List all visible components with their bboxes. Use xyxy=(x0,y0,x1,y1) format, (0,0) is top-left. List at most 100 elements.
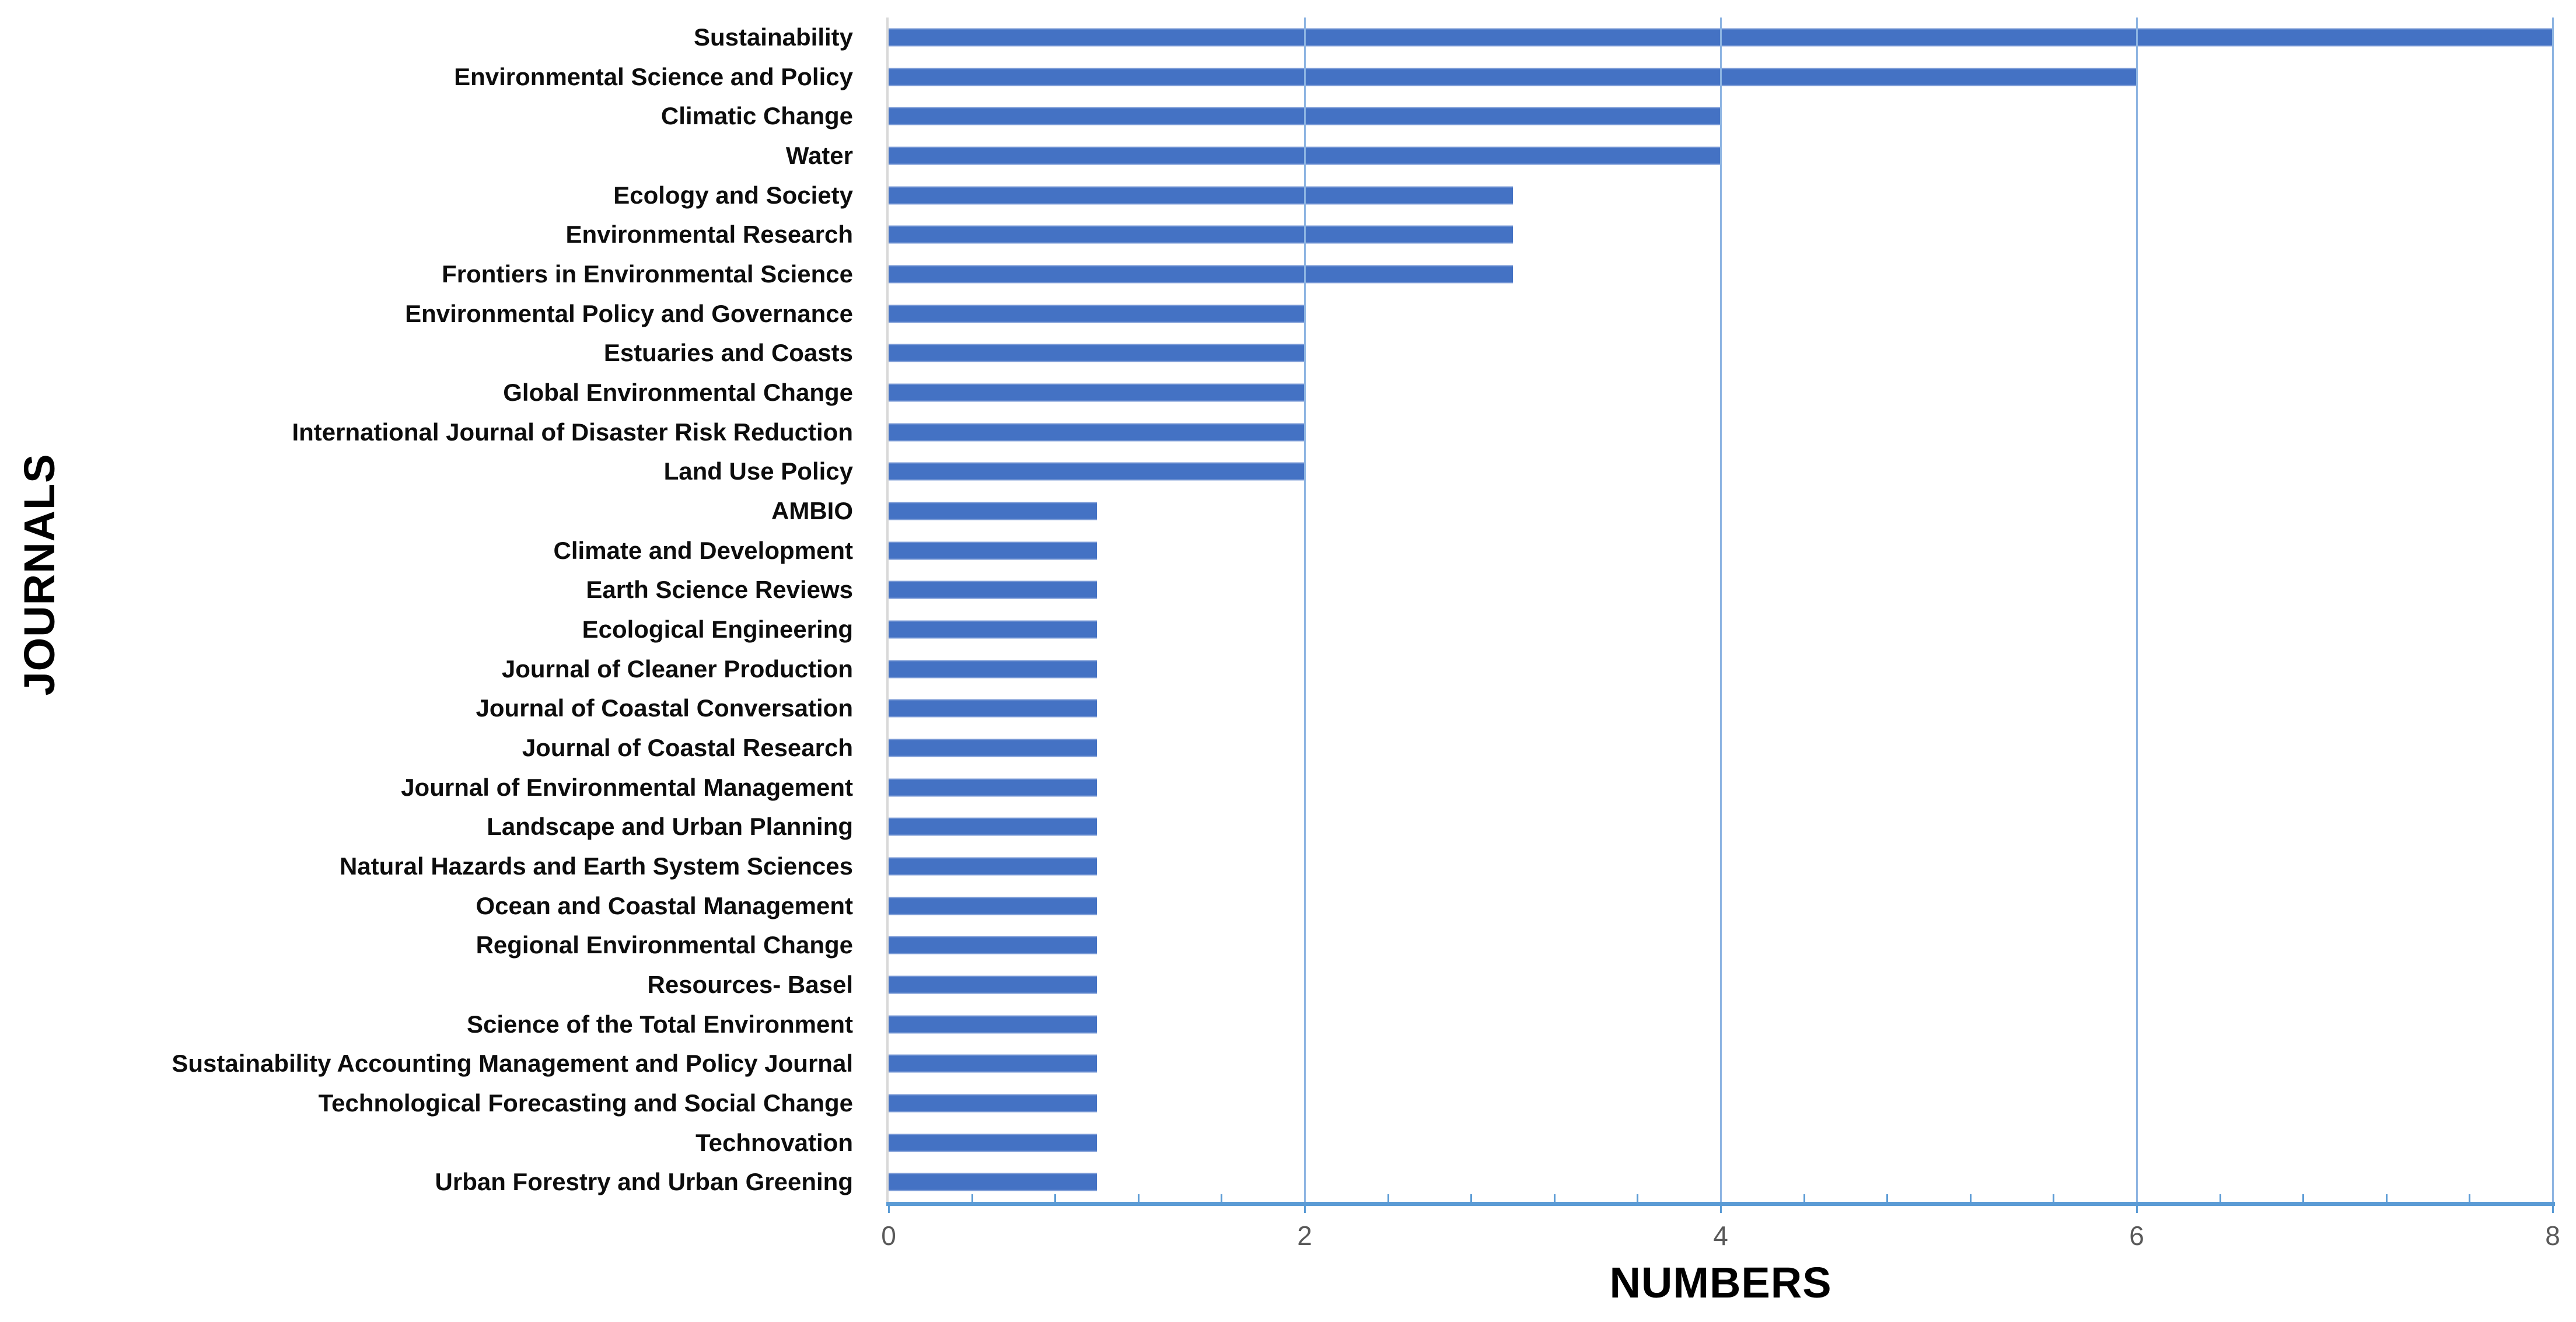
plot-area xyxy=(889,18,2554,1202)
minor-tick xyxy=(2469,1194,2471,1202)
bar xyxy=(889,1055,1097,1072)
bar xyxy=(889,463,1305,480)
category-label: Water xyxy=(785,141,853,169)
bar xyxy=(889,306,1305,322)
bar-row xyxy=(889,373,2553,412)
category-label: Environmental Policy and Governance xyxy=(405,299,853,327)
tick-label: 0 xyxy=(881,1220,896,1251)
bar-row xyxy=(889,176,2553,215)
minor-tick xyxy=(2302,1194,2305,1202)
bar-row xyxy=(889,254,2553,294)
gridline xyxy=(1304,18,1306,1202)
category-label: Journal of Environmental Management xyxy=(401,773,853,801)
category-label: Frontiers in Environmental Science xyxy=(442,260,853,288)
bar xyxy=(889,543,1097,559)
bar-row xyxy=(889,1123,2553,1163)
category-label: AMBIO xyxy=(771,496,853,524)
category-label: Environmental Research xyxy=(565,221,853,249)
category-label: Landscape and Urban Planning xyxy=(487,813,853,841)
bar-row xyxy=(889,452,2553,491)
tick-label: 4 xyxy=(1713,1220,1728,1251)
bar xyxy=(889,582,1097,598)
major-tick xyxy=(2136,1206,2138,1213)
minor-tick xyxy=(2385,1194,2388,1202)
gridline xyxy=(2552,18,2554,1202)
category-label: Journal of Cleaner Production xyxy=(501,655,853,683)
bar xyxy=(889,187,1513,204)
category-label: Journal of Coastal Research xyxy=(522,733,853,761)
bar-row xyxy=(889,215,2553,254)
bar-row xyxy=(889,649,2553,689)
bar-row xyxy=(889,847,2553,886)
category-label: Ecology and Society xyxy=(613,181,853,209)
bar-row xyxy=(889,925,2553,965)
category-label: Resources- Basel xyxy=(647,970,853,998)
major-tick xyxy=(888,1206,890,1213)
category-label: Natural Hazards and Earth System Science… xyxy=(339,852,853,880)
value-axis-tick-labels: 0 2 4 6 8 xyxy=(881,1220,2560,1257)
category-label: International Journal of Disaster Risk R… xyxy=(292,418,853,446)
bar xyxy=(889,1016,1097,1033)
bar xyxy=(889,226,1513,243)
bar-row xyxy=(889,1083,2553,1123)
minor-tick xyxy=(1803,1194,1805,1202)
bar xyxy=(889,661,1097,677)
bar-row xyxy=(889,570,2553,610)
bar-row xyxy=(889,412,2553,452)
category-label: Environmental Science and Policy xyxy=(454,62,853,90)
gridline xyxy=(1720,18,1722,1202)
category-label: Sustainability xyxy=(693,23,853,51)
bar-row xyxy=(889,886,2553,926)
category-label: Technovation xyxy=(695,1128,853,1156)
bar xyxy=(889,700,1097,716)
minor-tick xyxy=(1886,1194,1889,1202)
major-tick xyxy=(2552,1206,2554,1213)
x-axis-title: NUMBERS xyxy=(1609,1258,1832,1307)
minor-tick xyxy=(1221,1194,1223,1202)
category-label: Climatic Change xyxy=(660,102,853,130)
bar xyxy=(889,740,1097,756)
category-label: Urban Forestry and Urban Greening xyxy=(435,1168,853,1196)
tick-label: 6 xyxy=(2129,1220,2144,1251)
bar xyxy=(889,384,1305,401)
bar xyxy=(889,424,1305,440)
major-tick xyxy=(1304,1206,1306,1213)
bar-row xyxy=(889,610,2553,649)
category-label: Journal of Coastal Conversation xyxy=(476,694,853,722)
bar-row xyxy=(889,1162,2553,1202)
bar xyxy=(889,937,1097,953)
bar-row xyxy=(889,807,2553,847)
major-tick xyxy=(1720,1206,1722,1213)
tick-label: 2 xyxy=(1297,1220,1312,1251)
bar xyxy=(889,345,1305,361)
bar-row xyxy=(889,1044,2553,1083)
bar xyxy=(889,621,1097,638)
category-label: Regional Environmental Change xyxy=(476,931,853,959)
minor-tick xyxy=(2219,1194,2221,1202)
minor-tick xyxy=(971,1194,973,1202)
bar xyxy=(889,779,1097,796)
category-label: Estuaries and Coasts xyxy=(603,339,853,367)
bar-row xyxy=(889,768,2553,807)
category-axis-line xyxy=(886,18,889,1206)
bar-row xyxy=(889,333,2553,373)
category-label: Climate and Development xyxy=(553,536,853,564)
bar xyxy=(889,503,1097,519)
bar xyxy=(889,266,1513,282)
category-label: Technological Forecasting and Social Cha… xyxy=(318,1089,853,1117)
minor-tick xyxy=(1470,1194,1473,1202)
minor-tick xyxy=(1969,1194,1972,1202)
bar xyxy=(889,1174,1097,1190)
gridline xyxy=(2136,18,2138,1202)
bar xyxy=(889,898,1097,914)
category-label: Science of the Total Environment xyxy=(467,1010,853,1038)
minor-tick xyxy=(1553,1194,1556,1202)
tick-label: 8 xyxy=(2545,1220,2560,1251)
bar-row xyxy=(889,688,2553,728)
bar-row xyxy=(889,294,2553,334)
bar-row xyxy=(889,491,2553,531)
bar xyxy=(889,69,2137,85)
bar xyxy=(889,858,1097,875)
minor-tick xyxy=(1387,1194,1389,1202)
